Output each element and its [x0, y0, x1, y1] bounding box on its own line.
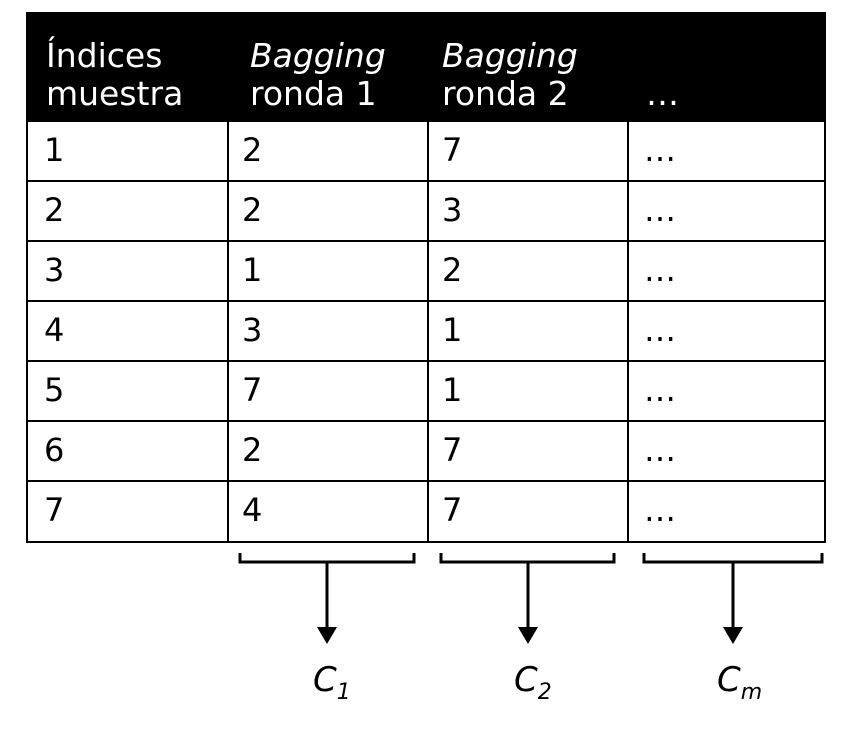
table-row: 1 2 7 … — [28, 120, 824, 179]
table-cell: … — [644, 311, 676, 349]
table-cell: 7 — [44, 491, 65, 529]
table-row: 4 3 1 … — [28, 300, 824, 359]
table-cell: 3 — [44, 251, 65, 289]
classifier-label-c2: C2 — [514, 660, 552, 705]
table-row: 2 2 3 … — [28, 180, 824, 239]
column-divider — [427, 120, 429, 541]
table-cell: … — [644, 191, 676, 229]
table-cell: 3 — [242, 311, 263, 349]
table-cell: 7 — [242, 371, 263, 409]
table-cell: 2 — [242, 191, 263, 229]
table-row: 7 4 7 … — [28, 480, 824, 539]
bracket-round2 — [439, 553, 616, 644]
table-row: 6 2 7 … — [28, 420, 824, 479]
classifier-letter: C — [313, 660, 337, 700]
table-cell: 7 — [442, 431, 463, 469]
classifier-letter: C — [717, 660, 741, 700]
table-cell: 6 — [44, 431, 65, 469]
column-divider — [627, 120, 629, 541]
table-cell: 1 — [442, 311, 463, 349]
table-cell: … — [644, 251, 676, 289]
header-round1-line1: Bagging — [250, 36, 386, 75]
header-cell-indices: Índices muestra — [46, 14, 236, 120]
arrow-down-icon — [518, 627, 538, 644]
arrow-down-icon — [723, 627, 743, 644]
header-more-line2: … — [646, 74, 679, 113]
column-divider — [227, 120, 229, 541]
table-row: 3 1 2 … — [28, 240, 824, 299]
header-cell-more: … — [646, 14, 816, 120]
classifier-subscript: 1 — [336, 679, 351, 705]
arrow-down-icon — [317, 627, 337, 644]
classifier-subscript: 2 — [537, 679, 552, 705]
table-cell: 2 — [242, 131, 263, 169]
header-cell-round2: Bagging ronda 2 — [442, 14, 632, 120]
table-cell: 7 — [442, 491, 463, 529]
table-cell: 2 — [442, 251, 463, 289]
header-indices-line1: Índices — [46, 36, 163, 75]
table-cell: … — [644, 491, 676, 529]
classifier-letter: C — [514, 660, 538, 700]
classifier-subscript: m — [740, 679, 763, 705]
table-cell: … — [644, 431, 676, 469]
table-cell: 1 — [242, 251, 263, 289]
table-cell: … — [644, 131, 676, 169]
header-indices-line2: muestra — [46, 74, 184, 113]
bagging-table: Índices muestra Bagging ronda 1 Bagging … — [26, 12, 826, 543]
table-cell: 5 — [44, 371, 65, 409]
header-round1-line2: ronda 1 — [250, 74, 377, 113]
header-cell-round1: Bagging ronda 1 — [250, 14, 440, 120]
table-header: Índices muestra Bagging ronda 1 Bagging … — [28, 14, 824, 120]
table-cell: … — [644, 371, 676, 409]
table-cell: 1 — [442, 371, 463, 409]
classifier-label-cm: Cm — [717, 660, 762, 705]
bracket-round1 — [238, 553, 416, 644]
header-round2-line2: ronda 2 — [442, 74, 569, 113]
table-cell: 2 — [242, 431, 263, 469]
bracket-round-m — [642, 553, 824, 644]
classifier-label-c1: C1 — [313, 660, 351, 705]
table-cell: 2 — [44, 191, 65, 229]
table-cell: 7 — [442, 131, 463, 169]
table-cell: 4 — [44, 311, 65, 349]
table-row: 5 7 1 … — [28, 360, 824, 419]
table-cell: 1 — [44, 131, 65, 169]
table-cell: 4 — [242, 491, 263, 529]
header-round2-line1: Bagging — [442, 36, 578, 75]
table-cell: 3 — [442, 191, 463, 229]
